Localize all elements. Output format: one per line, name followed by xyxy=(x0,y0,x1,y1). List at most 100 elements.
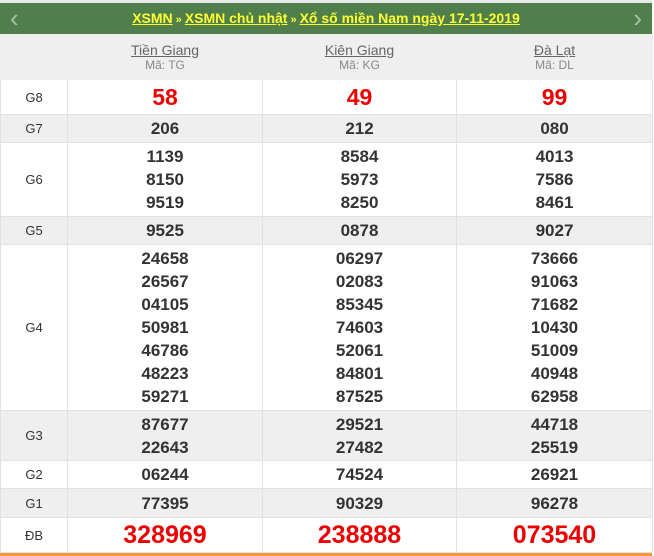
prize-row-g2: G2 06244 74524 26921 xyxy=(0,460,653,489)
prize-cell: 206 xyxy=(67,114,263,143)
prize-number: 0878 xyxy=(340,221,379,240)
results-table: Tiền Giang Mã: TG Kiên Giang Mã: KG Đà Lạt… xyxy=(0,34,653,553)
chevron-left-icon[interactable]: ‹ xyxy=(10,3,19,33)
prize-row-g8: G8 58 49 99 xyxy=(0,79,653,115)
province-link[interactable]: Đà Lạt xyxy=(533,41,576,58)
prize-cell: 87677 22643 xyxy=(67,410,263,461)
prize-number: 46786 xyxy=(141,341,189,360)
prize-cell: 73666 91063 71682 10430 51009 40948 62958 xyxy=(456,244,653,411)
prize-number: 8150 xyxy=(146,170,184,189)
prize-cell: 90329 xyxy=(262,488,457,518)
prize-number: 06297 xyxy=(335,249,384,268)
prize-label: G7 xyxy=(0,114,68,143)
prize-number: 9525 xyxy=(146,221,184,240)
province-header: Đà Lạt Mã: DL xyxy=(456,34,653,80)
prize-number: 8584 xyxy=(340,147,379,166)
prize-number: 87525 xyxy=(335,387,384,406)
province-code: Mã: TG xyxy=(145,57,185,72)
prize-number: 62958 xyxy=(530,387,579,406)
prize-cell: 9027 xyxy=(456,216,653,245)
prize-label: G3 xyxy=(0,410,68,461)
prize-row-g7: G7 206 212 080 xyxy=(0,114,653,143)
prize-number: 44718 xyxy=(530,414,579,434)
breadcrumb-separator: » xyxy=(290,14,297,26)
province-link[interactable]: Tiền Giang xyxy=(131,41,199,58)
prize-number: 22643 xyxy=(141,437,189,457)
prize-label: G5 xyxy=(0,216,68,245)
prize-number: 8461 xyxy=(535,193,574,212)
prize-number: 49 xyxy=(346,83,373,110)
prize-cell: 44718 25519 xyxy=(456,410,653,461)
prize-number: 7586 xyxy=(535,170,574,189)
prize-number: 29521 xyxy=(335,414,384,434)
prize-number: 10430 xyxy=(530,318,579,337)
prize-number: 328969 xyxy=(123,520,207,549)
prize-number: 4013 xyxy=(535,147,574,166)
prize-cell: 073540 xyxy=(456,517,653,553)
prize-row-g3: G3 87677 22643 29521 27482 44718 25519 xyxy=(0,410,653,461)
prize-number: 91063 xyxy=(530,272,579,291)
prize-number: 87677 xyxy=(141,414,189,434)
prize-row-db: ĐB 328969 238888 073540 xyxy=(0,517,653,553)
prize-cell: 1139 8150 9519 xyxy=(67,142,263,217)
prize-number: 5973 xyxy=(340,170,379,189)
prize-cell: 212 xyxy=(262,114,457,143)
prize-number: 27482 xyxy=(335,437,384,457)
prize-label: G2 xyxy=(0,460,68,489)
top-strip xyxy=(0,0,652,3)
prize-cell: 26921 xyxy=(456,460,653,489)
prize-number: 212 xyxy=(345,119,374,138)
prize-number: 90329 xyxy=(335,493,384,513)
prize-cell: 9525 xyxy=(67,216,263,245)
province-link[interactable]: Kiên Giang xyxy=(324,41,395,58)
prize-number: 71682 xyxy=(530,295,579,314)
prize-cell: 0878 xyxy=(262,216,457,245)
breadcrumb-separator: » xyxy=(175,14,182,26)
prize-number: 59271 xyxy=(141,387,189,406)
breadcrumb-bar: ‹ XSMN» XSMN chủ nhật» Xổ số miền Nam ngày… xyxy=(0,3,652,34)
prize-cell: 77395 xyxy=(67,488,263,518)
prize-number: 04105 xyxy=(141,295,189,314)
province-code: Mã: DL xyxy=(535,57,574,72)
prize-number: 99 xyxy=(541,83,568,110)
prize-number: 25519 xyxy=(530,437,579,457)
breadcrumb-current-date[interactable]: Xổ số miền Nam ngày 17-11-2019 xyxy=(299,10,520,26)
prize-number: 74603 xyxy=(335,318,384,337)
prize-label: ĐB xyxy=(0,517,68,553)
prize-number: 9027 xyxy=(535,221,574,240)
prize-cell: 49 xyxy=(262,79,457,115)
prize-number: 206 xyxy=(150,119,180,138)
prize-row-g6: G6 1139 8150 9519 8584 5973 8250 4013 7586 8461 xyxy=(0,142,653,217)
prize-number: 40948 xyxy=(530,364,579,383)
breadcrumb-xsmn[interactable]: XSMN xyxy=(132,10,173,26)
prize-cell: 29521 27482 xyxy=(262,410,457,461)
prize-cell: 080 xyxy=(456,114,653,143)
prize-number: 24658 xyxy=(141,249,189,268)
province-header-row: Tiền Giang Mã: TG Kiên Giang Mã: KG Đà Lạt… xyxy=(0,34,653,80)
prize-number: 50981 xyxy=(141,318,189,337)
prize-row-g1: G1 77395 90329 96278 xyxy=(0,488,653,518)
prize-row-g4: G4 24658 26567 04105 50981 46786 48223 59271 062… xyxy=(0,244,653,411)
prize-number: 080 xyxy=(540,119,569,138)
prize-number: 73666 xyxy=(530,249,579,268)
prize-cell: 328969 xyxy=(67,517,263,553)
prize-number: 9519 xyxy=(146,193,184,212)
prize-number: 84801 xyxy=(335,364,384,383)
prize-number: 26921 xyxy=(530,465,579,484)
prize-label: G6 xyxy=(0,142,68,217)
prize-number: 85345 xyxy=(335,295,384,314)
prize-cell: 8584 5973 8250 xyxy=(262,142,457,217)
chevron-right-icon[interactable]: › xyxy=(633,3,642,33)
prize-number: 74524 xyxy=(335,465,384,484)
breadcrumb-xsmn-sunday[interactable]: XSMN chủ nhật xyxy=(184,10,288,26)
prize-number: 238888 xyxy=(317,520,402,549)
prize-cell: 06244 xyxy=(67,460,263,489)
empty-header-cell xyxy=(0,34,68,80)
prize-number: 48223 xyxy=(141,364,189,383)
prize-cell: 99 xyxy=(456,79,653,115)
prize-number: 8250 xyxy=(340,193,379,212)
prize-cell: 96278 xyxy=(456,488,653,518)
prize-number: 96278 xyxy=(530,493,579,513)
prize-label: G1 xyxy=(0,488,68,518)
